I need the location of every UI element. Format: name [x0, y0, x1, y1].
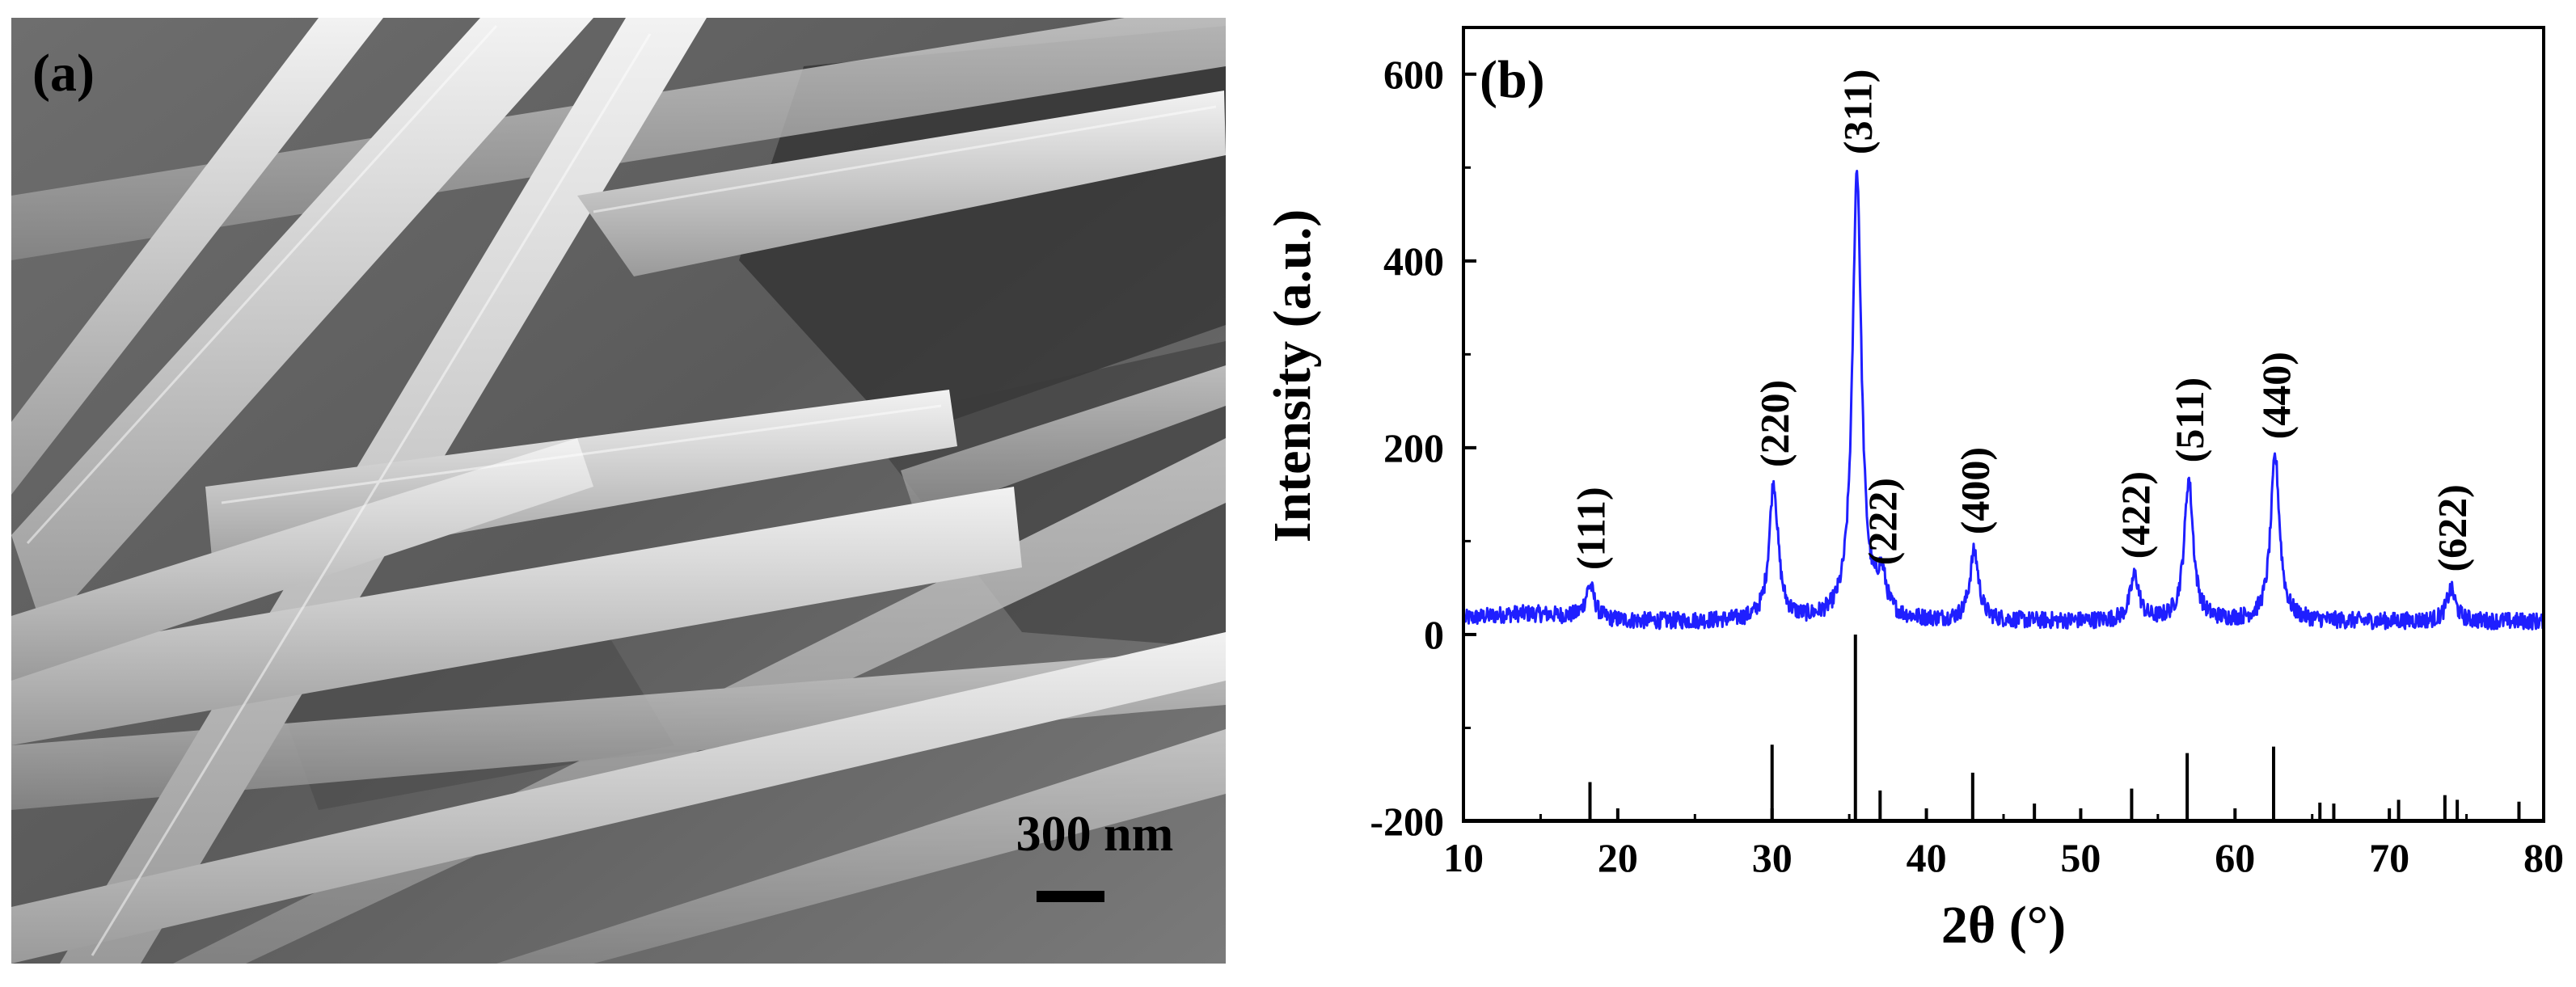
peak-label: (400): [1953, 447, 1998, 534]
x-tick-label: 20: [1598, 835, 1638, 880]
peak-label: (422): [2113, 471, 2158, 559]
peak-label: (220): [1752, 380, 1797, 467]
peak-label: (222): [1860, 478, 1905, 565]
peak-label: (622): [2429, 484, 2474, 572]
x-tick-label: 40: [1907, 835, 1947, 880]
xrd-series-line: [1463, 170, 2544, 631]
y-tick-label: 600: [1383, 52, 1444, 97]
peak-label: (511): [2167, 378, 2212, 463]
y-tick-label: 400: [1383, 238, 1444, 284]
x-tick-label: 70: [2369, 835, 2409, 880]
peak-label: (111): [1569, 487, 1614, 570]
plot-frame: [1462, 26, 2545, 823]
peak-label: (311): [1835, 70, 1881, 155]
y-tick-label: -200: [1370, 799, 1444, 844]
peak-label: (440): [2253, 352, 2299, 439]
y-axis-title: Intensity (a.u.): [1263, 209, 1322, 543]
x-tick-label: 10: [1443, 835, 1484, 880]
xrd-chart: 10 20 30 40 50 60 70 80 -200 0 200 400 600 (111) (220…: [1263, 26, 2564, 955]
y-tick-label: 200: [1383, 425, 1444, 470]
x-tick-label: 50: [2060, 835, 2101, 880]
sem-micrograph: (a) 300 nm: [11, 18, 1226, 964]
panel-a-label: (a): [32, 44, 95, 103]
x-tick-label: 80: [2523, 835, 2564, 880]
y-tick-label: 0: [1424, 612, 1444, 657]
x-axis-title: 2θ (°): [1941, 896, 2066, 955]
scale-bar-label: 300 nm: [1016, 807, 1174, 862]
scale-bar: [1037, 891, 1104, 902]
x-tick-label: 30: [1752, 835, 1793, 880]
panel-b-label: (b): [1480, 50, 1545, 109]
x-tick-label: 60: [2215, 835, 2255, 880]
